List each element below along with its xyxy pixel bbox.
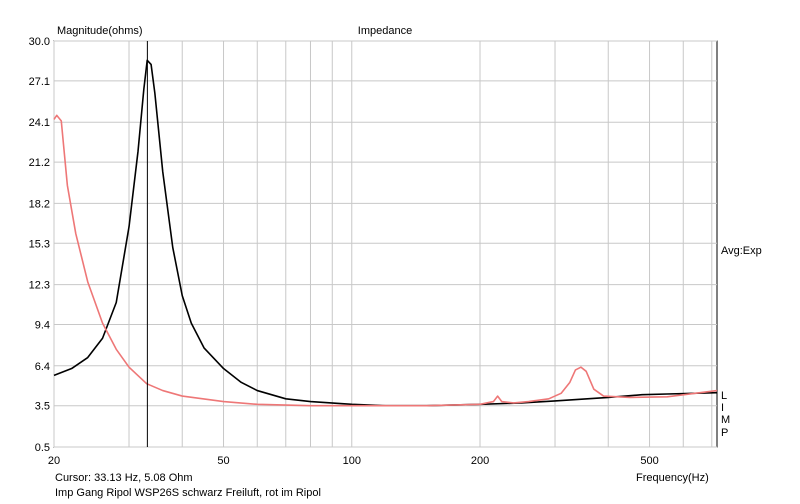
y-tick-label: 12.3 <box>29 280 50 292</box>
side-letter-i: I <box>721 402 725 414</box>
avg-exp-label: Avg:Exp <box>721 245 762 257</box>
y-tick-label: 30.0 <box>29 36 50 48</box>
y-tick-label: 0.5 <box>35 442 50 454</box>
side-letter-m: M <box>721 414 731 426</box>
y-tick-labels: 30.0 27.1 24.1 21.2 18.2 15.3 12.3 9.4 6.4 3.5 0.5 <box>29 36 50 454</box>
y-axis-label: Magnitude(ohms) <box>57 25 143 37</box>
chart-caption: Imp Gang Ripol WSP26S schwarz Freiluft, … <box>55 487 321 499</box>
y-tick-label: 6.4 <box>35 361 50 373</box>
x-tick-label: 50 <box>217 455 229 467</box>
y-tick-label: 9.4 <box>35 320 50 332</box>
x-tick-labels: 20 50 100 200 500 <box>48 455 659 467</box>
chart-title: Impedance <box>357 25 413 37</box>
y-tick-label: 15.3 <box>29 238 50 250</box>
impedance-curve-red <box>53 114 718 407</box>
x-tick-label: 200 <box>471 455 489 467</box>
y-tick-label: 27.1 <box>29 76 50 88</box>
x-tick-label: 100 <box>343 455 361 467</box>
side-letter-l: L <box>721 390 728 402</box>
y-tick-label: 24.1 <box>29 117 50 129</box>
y-tick-label: 18.2 <box>29 198 50 210</box>
x-tick-label: 20 <box>48 455 60 467</box>
plot-area-frame <box>53 40 718 448</box>
x-tick-label: 500 <box>640 455 658 467</box>
side-letter-p: P <box>721 427 729 439</box>
y-tick-label: 21.2 <box>29 157 50 169</box>
cursor-readout: Cursor: 33.13 Hz, 5.08 Ohm <box>55 472 193 484</box>
y-tick-label: 3.5 <box>35 401 50 413</box>
x-axis-label: Frequency(Hz) <box>636 472 709 484</box>
series-layer <box>53 59 718 407</box>
